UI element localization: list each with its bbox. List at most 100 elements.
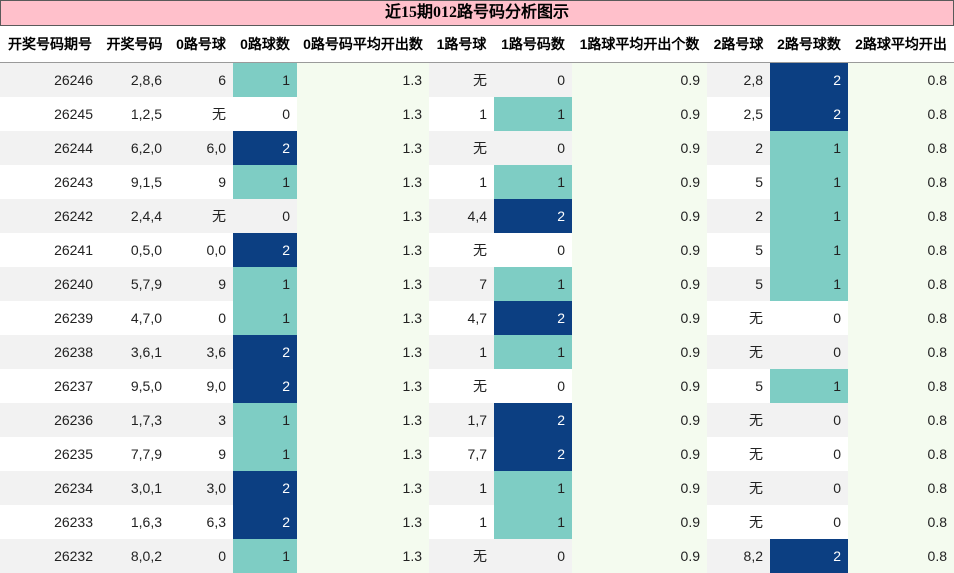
cell-route1-average: 0.9 bbox=[572, 403, 707, 437]
cell-route0-average: 1.3 bbox=[297, 63, 429, 98]
cell-issue: 26236 bbox=[0, 403, 100, 437]
cell-route0-balls: 无 bbox=[169, 199, 233, 233]
cell-route2-balls: 无 bbox=[707, 403, 770, 437]
cell-route2-balls: 5 bbox=[707, 267, 770, 301]
cell-route0-average: 1.3 bbox=[297, 233, 429, 267]
cell-route2-average: 0.8 bbox=[848, 131, 954, 165]
cell-route1-average: 0.9 bbox=[572, 505, 707, 539]
cell-route2-balls: 无 bbox=[707, 471, 770, 505]
cell-route0-balls: 0,0 bbox=[169, 233, 233, 267]
cell-route0-count: 0 bbox=[233, 199, 297, 233]
cell-numbers: 3,0,1 bbox=[100, 471, 169, 505]
cell-route2-count: 2 bbox=[770, 97, 848, 131]
cell-route2-average: 0.8 bbox=[848, 403, 954, 437]
cell-route0-balls: 6 bbox=[169, 63, 233, 98]
cell-numbers: 8,0,2 bbox=[100, 539, 169, 573]
cell-route2-average: 0.8 bbox=[848, 267, 954, 301]
cell-route0-average: 1.3 bbox=[297, 403, 429, 437]
cell-route2-balls: 5 bbox=[707, 165, 770, 199]
cell-route0-average: 1.3 bbox=[297, 539, 429, 573]
cell-route0-count: 0 bbox=[233, 97, 297, 131]
cell-route0-count: 2 bbox=[233, 369, 297, 403]
cell-route2-count: 0 bbox=[770, 403, 848, 437]
cell-route1-count: 1 bbox=[494, 505, 572, 539]
cell-route1-count: 2 bbox=[494, 199, 572, 233]
cell-numbers: 1,7,3 bbox=[100, 403, 169, 437]
cell-route0-count: 1 bbox=[233, 403, 297, 437]
cell-issue: 26241 bbox=[0, 233, 100, 267]
cell-route0-average: 1.3 bbox=[297, 335, 429, 369]
cell-issue: 26246 bbox=[0, 63, 100, 98]
cell-route0-average: 1.3 bbox=[297, 369, 429, 403]
cell-numbers: 3,6,1 bbox=[100, 335, 169, 369]
header-route1-count: 1路号码数 bbox=[494, 26, 572, 63]
cell-route0-average: 1.3 bbox=[297, 267, 429, 301]
cell-numbers: 2,8,6 bbox=[100, 63, 169, 98]
header-route2-average: 2路球平均开出 bbox=[848, 26, 954, 63]
cell-route0-average: 1.3 bbox=[297, 301, 429, 335]
cell-route1-average: 0.9 bbox=[572, 539, 707, 573]
cell-route2-balls: 8,2 bbox=[707, 539, 770, 573]
cell-route2-balls: 无 bbox=[707, 335, 770, 369]
cell-route0-balls: 3,0 bbox=[169, 471, 233, 505]
cell-route0-count: 2 bbox=[233, 505, 297, 539]
cell-route1-average: 0.9 bbox=[572, 131, 707, 165]
cell-route0-balls: 9,0 bbox=[169, 369, 233, 403]
cell-route2-count: 1 bbox=[770, 267, 848, 301]
cell-route1-balls: 无 bbox=[429, 369, 494, 403]
cell-issue: 26233 bbox=[0, 505, 100, 539]
cell-route1-balls: 无 bbox=[429, 539, 494, 573]
cell-route2-balls: 无 bbox=[707, 505, 770, 539]
cell-route1-balls: 无 bbox=[429, 233, 494, 267]
cell-route2-count: 0 bbox=[770, 471, 848, 505]
cell-route2-count: 1 bbox=[770, 131, 848, 165]
cell-route1-count: 0 bbox=[494, 539, 572, 573]
cell-route2-average: 0.8 bbox=[848, 233, 954, 267]
cell-route1-count: 1 bbox=[494, 471, 572, 505]
cell-route2-balls: 无 bbox=[707, 437, 770, 471]
header-route0-count: 0路球数 bbox=[233, 26, 297, 63]
cell-numbers: 6,2,0 bbox=[100, 131, 169, 165]
cell-issue: 26244 bbox=[0, 131, 100, 165]
cell-issue: 26242 bbox=[0, 199, 100, 233]
cell-route0-average: 1.3 bbox=[297, 165, 429, 199]
cell-route0-average: 1.3 bbox=[297, 199, 429, 233]
header-issue: 开奖号码期号 bbox=[0, 26, 100, 63]
cell-route1-count: 0 bbox=[494, 131, 572, 165]
cell-route2-average: 0.8 bbox=[848, 97, 954, 131]
cell-route0-balls: 6,0 bbox=[169, 131, 233, 165]
cell-route2-count: 2 bbox=[770, 539, 848, 573]
cell-issue: 26240 bbox=[0, 267, 100, 301]
cell-route0-count: 1 bbox=[233, 301, 297, 335]
cell-issue: 26235 bbox=[0, 437, 100, 471]
cell-route1-balls: 1 bbox=[429, 505, 494, 539]
cell-route1-balls: 1 bbox=[429, 165, 494, 199]
cell-route1-average: 0.9 bbox=[572, 165, 707, 199]
cell-route1-balls: 无 bbox=[429, 131, 494, 165]
cell-route2-balls: 2 bbox=[707, 131, 770, 165]
cell-issue: 26245 bbox=[0, 97, 100, 131]
cell-route2-average: 0.8 bbox=[848, 369, 954, 403]
cell-route0-balls: 6,3 bbox=[169, 505, 233, 539]
cell-route0-count: 2 bbox=[233, 335, 297, 369]
cell-route1-count: 0 bbox=[494, 63, 572, 98]
cell-route0-average: 1.3 bbox=[297, 131, 429, 165]
cell-route0-balls: 9 bbox=[169, 437, 233, 471]
cell-route2-average: 0.8 bbox=[848, 539, 954, 573]
cell-route0-count: 2 bbox=[233, 233, 297, 267]
cell-route1-balls: 1 bbox=[429, 335, 494, 369]
cell-route2-count: 1 bbox=[770, 199, 848, 233]
cell-route0-count: 1 bbox=[233, 63, 297, 98]
cell-route1-balls: 4,7 bbox=[429, 301, 494, 335]
cell-route2-average: 0.8 bbox=[848, 505, 954, 539]
cell-issue: 26237 bbox=[0, 369, 100, 403]
cell-route2-balls: 2,8 bbox=[707, 63, 770, 98]
